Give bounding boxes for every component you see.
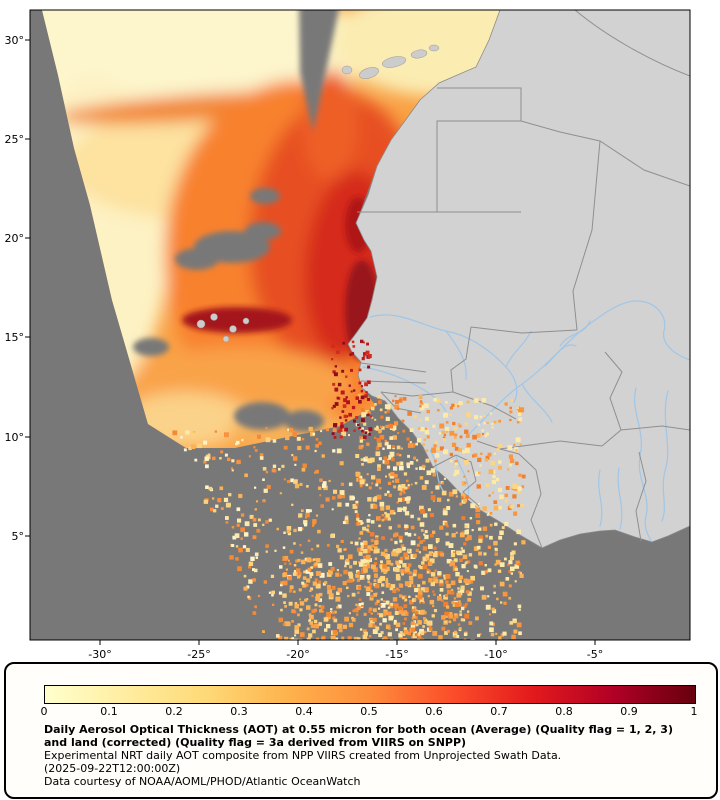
colorbar-tick: 0.4 bbox=[295, 705, 313, 718]
y-tick-label: 5° bbox=[12, 530, 25, 543]
cloud-gaps bbox=[133, 10, 340, 432]
legend-box: 0 0.1 0.2 0.3 0.4 0.5 0.6 0.7 0.8 0.9 1 … bbox=[4, 662, 718, 799]
colorbar-tick: 0.5 bbox=[360, 705, 378, 718]
y-tick-label: 20° bbox=[5, 232, 25, 245]
map-svg: 30° 25° 20° 15° 10° 5° -30° -25° -20° -1… bbox=[5, 9, 691, 661]
x-tick-label: -20° bbox=[286, 648, 309, 661]
caption-timestamp: (2025-09-22T12:00:00Z) bbox=[44, 762, 181, 775]
colorbar-tick: 1 bbox=[690, 705, 698, 718]
colorbar-tick: 0.1 bbox=[100, 705, 118, 718]
y-axis-labels: 30° 25° 20° 15° 10° 5° bbox=[5, 34, 25, 543]
y-tick-label: 25° bbox=[5, 133, 25, 146]
colorbar-tick-labels: 0 0.1 0.2 0.3 0.4 0.5 0.6 0.7 0.8 0.9 1 bbox=[40, 705, 698, 718]
axis-ticks bbox=[25, 39, 596, 645]
x-tick-label: -25° bbox=[187, 648, 210, 661]
sparse-aot-speckles bbox=[172, 339, 526, 640]
y-tick-label: 30° bbox=[5, 34, 25, 47]
map-area: 30° 25° 20° 15° 10° 5° -30° -25° -20° -1… bbox=[5, 9, 691, 661]
colorbar-tick: 0.2 bbox=[165, 705, 183, 718]
colorbar-tick: 0.8 bbox=[555, 705, 573, 718]
x-tick-label: -5° bbox=[587, 648, 603, 661]
colorbar-tick: 0.6 bbox=[425, 705, 443, 718]
x-tick-label: -10° bbox=[484, 648, 507, 661]
colorbar-tick: 0.7 bbox=[490, 705, 508, 718]
x-tick-label: -30° bbox=[88, 648, 111, 661]
y-tick-label: 15° bbox=[5, 331, 25, 344]
borders-layer bbox=[357, 10, 690, 549]
x-axis-labels: -30° -25° -20° -15° -10° -5° bbox=[88, 648, 603, 661]
y-tick-label: 10° bbox=[5, 431, 25, 444]
colorbar-tick: 0.9 bbox=[620, 705, 638, 718]
caption-line-2: Experimental NRT daily AOT composite fro… bbox=[44, 749, 562, 762]
plot-frame bbox=[29, 9, 691, 641]
colorbar-gradient bbox=[44, 685, 696, 704]
caption-credit: Data courtesy of NOAA/AOML/PHOD/Atlantic… bbox=[44, 775, 361, 788]
islands bbox=[196, 44, 440, 343]
colorbar-tick: 0.3 bbox=[230, 705, 248, 718]
colorbar-tick: 0 bbox=[40, 705, 48, 718]
x-tick-label: -15° bbox=[385, 648, 408, 661]
caption-block: Daily Aerosol Optical Thickness (AOT) at… bbox=[44, 723, 692, 788]
rivers-layer bbox=[362, 300, 690, 542]
product-title: Daily Aerosol Optical Thickness (AOT) at… bbox=[44, 723, 673, 749]
aot-field bbox=[42, 10, 500, 448]
